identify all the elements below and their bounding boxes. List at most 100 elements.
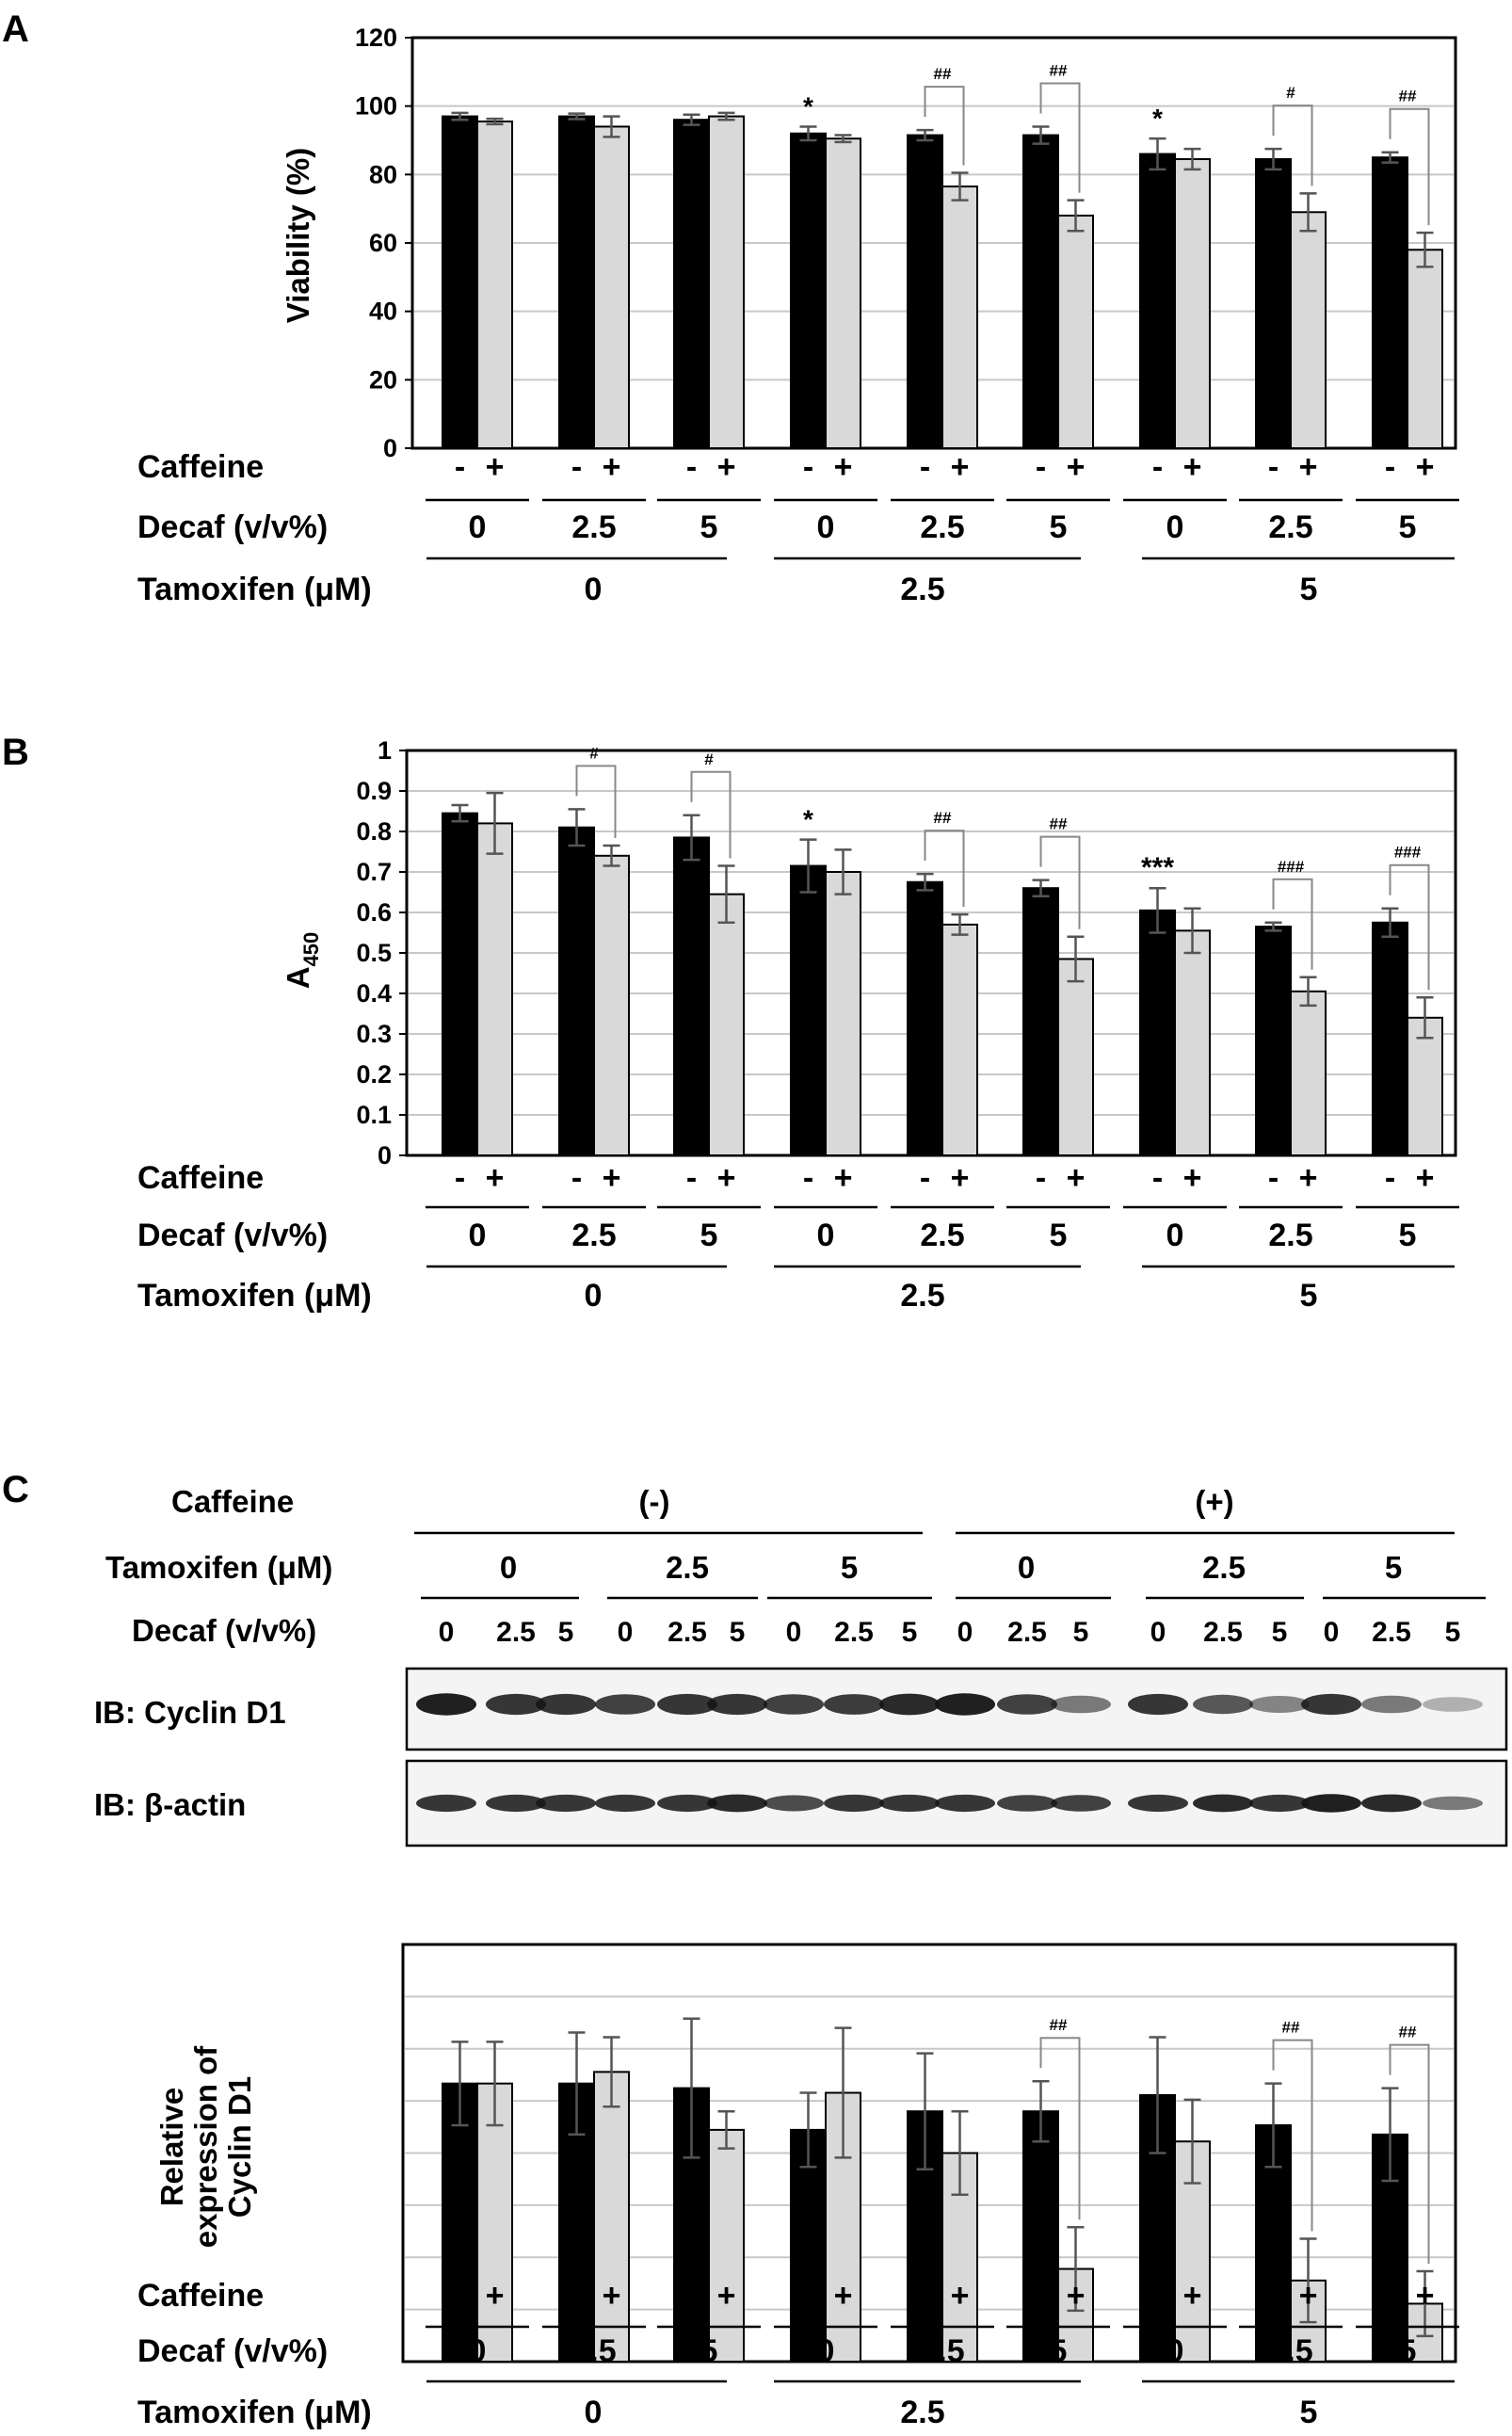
actin-band	[657, 1794, 717, 1813]
caffeine-minus-sign: -	[1152, 1160, 1163, 1196]
comparison-bracket	[1389, 2043, 1430, 2265]
caffeine-plus-sign: +	[717, 449, 736, 485]
significance-star: ***	[1141, 852, 1174, 883]
actin-band	[536, 1794, 596, 1813]
actin-band	[935, 1794, 995, 1813]
blot-caffeine-group: (-)	[639, 1484, 670, 1519]
bar-caffeine-minus	[1022, 134, 1059, 450]
caffeine-plus-sign: +	[603, 2278, 621, 2314]
blot-decaf-label: Decaf (v/v%)	[132, 1613, 316, 1648]
bar-caffeine-minus	[442, 812, 478, 1157]
bar-caffeine-minus	[907, 134, 943, 450]
decaf-value: 0	[1166, 2333, 1184, 2369]
bar-caffeine-plus	[1057, 2267, 1094, 2363]
significance-star: *	[803, 91, 813, 121]
significance-hash: ##	[1282, 2019, 1300, 2037]
caffeine-minus-sign: -	[686, 449, 697, 485]
bar-caffeine-minus	[442, 2082, 478, 2363]
decaf-value: 5	[1050, 2333, 1068, 2369]
significance-star: *	[803, 805, 813, 834]
caffeine-plus-sign: +	[951, 1160, 970, 1196]
panel-letter: B	[2, 732, 29, 773]
bar-caffeine-plus	[593, 854, 630, 1157]
bar-caffeine-plus	[593, 2071, 630, 2363]
decaf-value: 0	[1166, 1218, 1184, 1253]
y-tick-label: 20	[369, 365, 397, 394]
y-axis-label-line: expression of	[188, 2045, 223, 2249]
panel-a: 0 20 40 60 80 100 120 Viability (%) * ## ## * # ## Caf…	[0, 0, 1512, 659]
bar-caffeine-plus	[1174, 929, 1211, 1156]
significance-hash: ##	[1050, 61, 1068, 79]
caffeine-minus-sign: -	[686, 2278, 697, 2314]
decaf-value: 5	[700, 509, 718, 545]
actin-band	[1051, 1795, 1111, 1812]
blot-decaf-lane: 5	[730, 1617, 746, 1648]
comparison-bracket	[1039, 835, 1081, 929]
bar-caffeine-minus	[1022, 2110, 1059, 2363]
blot-decaf-lane: 0	[618, 1617, 634, 1648]
bar-caffeine-plus	[708, 115, 745, 449]
blot-decaf-lane: 2.5	[668, 1617, 707, 1648]
bar-caffeine-minus	[907, 880, 943, 1156]
tamoxifen-value: 0	[585, 572, 603, 607]
decaf-value: 2.5	[1268, 1218, 1312, 1253]
bar-caffeine-minus	[1139, 909, 1176, 1156]
blot-cyclin-label: IB: Cyclin D1	[94, 1695, 286, 1730]
caffeine-minus-sign: -	[686, 1160, 697, 1196]
caffeine-plus-sign: +	[717, 1160, 736, 1196]
comparison-bracket	[690, 770, 732, 859]
bar-caffeine-minus	[1255, 926, 1292, 1156]
actin-band	[1361, 1794, 1422, 1813]
caffeine-minus-sign: -	[571, 449, 582, 485]
caffeine-plus-sign: +	[1067, 2278, 1086, 2314]
tamoxifen-value: 5	[1300, 2395, 1318, 2430]
comparison-bracket	[924, 830, 965, 908]
caffeine-plus-sign: +	[486, 449, 505, 485]
caffeine-minus-sign: -	[920, 2278, 930, 2314]
caffeine-plus-sign: +	[1067, 1160, 1086, 1196]
bar-caffeine-plus	[1290, 211, 1327, 449]
decaf-value: 2.5	[571, 509, 616, 545]
caffeine-plus-sign: +	[1416, 1160, 1435, 1196]
cyclin-band	[1249, 1696, 1310, 1713]
blot-decaf-lane: 2.5	[834, 1617, 874, 1648]
bar-caffeine-minus	[1022, 887, 1059, 1156]
panel-letter: C	[2, 1469, 29, 1510]
decaf-value: 5	[700, 1218, 718, 1253]
blot-decaf-lane: 2.5	[1203, 1617, 1243, 1648]
decaf-value: 5	[1399, 2333, 1417, 2369]
bar-caffeine-plus	[1057, 214, 1094, 449]
significance-hash: #	[704, 750, 714, 768]
caffeine-minus-sign: -	[1036, 2278, 1046, 2314]
caffeine-minus-sign: -	[803, 2278, 813, 2314]
panel-b: 0 0.1 0.2 0.3 0.4 0.5 0.6 0.7 0.8 0.9 1 A450 # # * ## ##…	[0, 706, 1512, 1365]
bar-caffeine-plus	[941, 923, 978, 1156]
cyclin-band	[824, 1694, 884, 1715]
bar-caffeine-minus	[1372, 156, 1408, 450]
cyclin-band	[1301, 1693, 1361, 1716]
y-tick-label: 0.5	[356, 939, 392, 967]
y-tick-label: 0	[383, 434, 397, 462]
cyclin-band	[595, 1694, 655, 1715]
cyclin-band	[1051, 1695, 1111, 1714]
caffeine-minus-sign: -	[1268, 449, 1279, 485]
decaf-value: 0	[469, 509, 487, 545]
tamoxifen-value: 5	[1300, 1278, 1318, 1314]
blot-decaf-lane: 5	[1073, 1617, 1089, 1648]
caffeine-minus-sign: -	[1385, 1160, 1395, 1196]
panel-letter: A	[2, 8, 29, 50]
comparison-bracket	[1272, 105, 1313, 186]
significance-hash: ##	[934, 65, 952, 83]
actin-band	[595, 1794, 655, 1813]
caffeine-plus-sign: +	[834, 2278, 853, 2314]
caffeine-plus-sign: +	[603, 1160, 621, 1196]
bar-caffeine-plus	[476, 121, 513, 449]
caffeine-minus-sign: -	[455, 449, 465, 485]
y-tick-label: 100	[355, 92, 397, 121]
caffeine-minus-sign: -	[1152, 2278, 1163, 2314]
significance-hash: ##	[1050, 815, 1068, 833]
caffeine-minus-sign: -	[920, 449, 930, 485]
actin-band	[707, 1794, 767, 1813]
tamoxifen-value: 0	[585, 2395, 603, 2430]
y-tick-label: 0.3	[356, 1020, 392, 1048]
